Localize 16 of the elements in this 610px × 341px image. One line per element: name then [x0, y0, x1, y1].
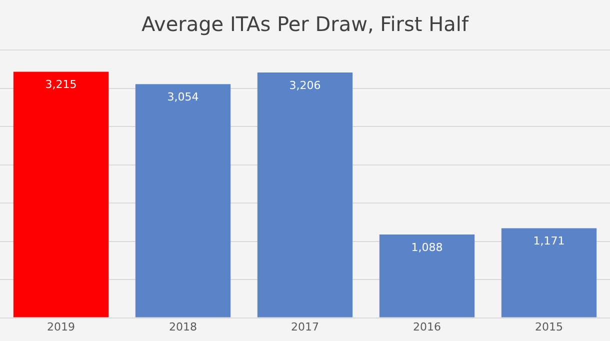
x-tick-label: 2016 [413, 320, 441, 334]
chart-title: Average ITAs Per Draw, First Half [140, 11, 470, 38]
bar [135, 84, 231, 318]
data-label: 3,054 [167, 90, 199, 104]
bar [501, 228, 597, 318]
x-tick-label: 2017 [291, 320, 319, 334]
x-tick-label: 2019 [47, 320, 75, 334]
data-label: 1,171 [533, 234, 565, 248]
bar [379, 234, 475, 318]
data-label: 3,215 [45, 78, 77, 92]
bar [257, 72, 353, 318]
data-label: 1,088 [411, 240, 443, 254]
bar [13, 72, 109, 318]
data-label: 3,206 [289, 78, 321, 92]
x-tick-label: 2015 [535, 320, 563, 334]
x-tick-label: 2018 [169, 320, 197, 334]
